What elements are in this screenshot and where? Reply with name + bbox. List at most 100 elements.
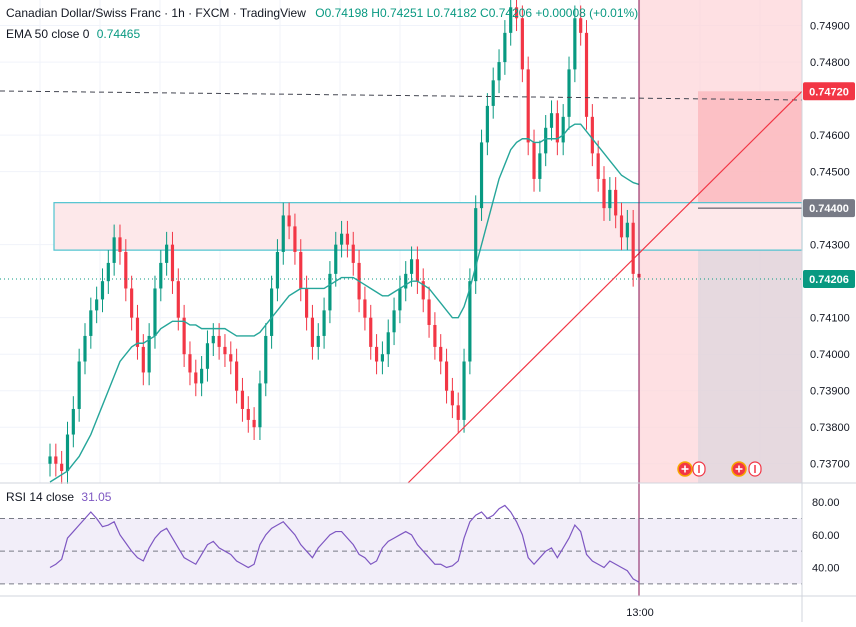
entry-zone[interactable] <box>698 208 802 484</box>
trend-line[interactable] <box>407 90 803 484</box>
candle-body[interactable] <box>392 310 396 333</box>
candle-body[interactable] <box>561 116 565 143</box>
candle-body[interactable] <box>130 288 134 318</box>
candle-body[interactable] <box>555 113 559 143</box>
candle-body[interactable] <box>386 332 390 355</box>
candle-body[interactable] <box>71 408 75 435</box>
candle-body[interactable] <box>229 354 233 362</box>
candle-body[interactable] <box>433 324 437 347</box>
candle-body[interactable] <box>270 288 274 336</box>
candle-body[interactable] <box>339 233 344 245</box>
candle-body[interactable] <box>497 62 501 81</box>
candle-body[interactable] <box>200 368 204 384</box>
overlay-lines[interactable] <box>0 0 803 596</box>
candle-body[interactable] <box>54 456 58 464</box>
candle-body[interactable] <box>334 244 338 274</box>
candle-body[interactable] <box>316 335 320 347</box>
trade-icons[interactable] <box>677 461 762 477</box>
candle-body[interactable] <box>95 299 99 311</box>
candle-body[interactable] <box>345 233 350 245</box>
candle-body[interactable] <box>421 281 425 300</box>
candle-body[interactable] <box>427 299 431 325</box>
rsi-pane[interactable]: 80.00 60.00 40.00 <box>0 497 840 585</box>
candle-body[interactable] <box>310 317 315 347</box>
candle-body[interactable] <box>275 251 280 289</box>
candle-body[interactable] <box>479 142 484 209</box>
candle-body[interactable] <box>409 259 414 274</box>
candle-body[interactable] <box>118 237 122 252</box>
price-tag[interactable] <box>803 269 855 288</box>
candle-body[interactable] <box>398 288 402 311</box>
price-axis[interactable]: 0.74900 0.74800 0.74600 0.74500 0.74300 0.741… <box>803 21 855 471</box>
candle-body[interactable] <box>182 317 186 355</box>
candle-body[interactable] <box>380 354 384 362</box>
candle-body[interactable] <box>328 273 332 311</box>
rsi-legend[interactable]: RSI 14 close 31.05 <box>6 490 111 504</box>
candle-body[interactable] <box>549 113 554 128</box>
candle-body[interactable] <box>363 299 367 318</box>
candle-body[interactable] <box>602 178 606 209</box>
candle-body[interactable] <box>532 142 536 179</box>
candle-body[interactable] <box>538 153 542 179</box>
candle-body[interactable] <box>573 18 577 70</box>
candle-body[interactable] <box>474 208 478 282</box>
candle-body[interactable] <box>404 273 408 289</box>
candle-body[interactable] <box>351 244 355 263</box>
candle-body[interactable] <box>590 116 594 154</box>
candle-body[interactable] <box>89 310 93 336</box>
candle-body[interactable] <box>100 281 105 300</box>
ema-legend[interactable]: EMA 50 close 0 0.74465 <box>6 27 140 41</box>
candles[interactable] <box>48 0 641 484</box>
candle-body[interactable] <box>194 372 198 384</box>
candle-body[interactable] <box>374 346 379 362</box>
candle-body[interactable] <box>456 405 460 420</box>
plus-circle-icon[interactable] <box>731 461 747 477</box>
candle-body[interactable] <box>205 343 210 369</box>
candle-body[interactable] <box>281 215 285 252</box>
candle-body[interactable] <box>60 463 64 472</box>
candle-body[interactable] <box>165 244 169 263</box>
candle-body[interactable] <box>415 259 419 282</box>
candle-body[interactable] <box>287 215 291 227</box>
candle-body[interactable] <box>322 310 326 336</box>
candle-body[interactable] <box>567 69 571 117</box>
candle-body[interactable] <box>258 383 262 428</box>
candle-body[interactable] <box>235 361 239 391</box>
rsi-line[interactable] <box>49 504 640 583</box>
candle-body[interactable] <box>491 80 495 106</box>
price-tag[interactable] <box>803 199 855 218</box>
candle-body[interactable] <box>124 251 128 289</box>
candle-body[interactable] <box>509 7 513 33</box>
plus-circle-icon[interactable] <box>677 461 693 477</box>
candle-body[interactable] <box>159 262 163 289</box>
candle-body[interactable] <box>141 346 145 373</box>
candle-body[interactable] <box>217 335 221 347</box>
candle-body[interactable] <box>444 361 449 391</box>
candle-body[interactable] <box>439 346 443 362</box>
candle-body[interactable] <box>369 317 373 347</box>
candle-body[interactable] <box>614 189 618 216</box>
drawing-zones[interactable] <box>53 0 803 484</box>
candle-body[interactable] <box>264 335 268 384</box>
candle-body[interactable] <box>514 7 519 19</box>
candle-body[interactable] <box>450 390 454 406</box>
candle-body[interactable] <box>83 335 87 362</box>
arrow-bar-icon[interactable] <box>692 461 706 477</box>
candle-body[interactable] <box>246 408 250 420</box>
symbol-title[interactable]: Canadian Dollar/Swiss Franc · 1h · FXCM … <box>6 6 306 20</box>
dashed-resistance-line[interactable] <box>0 90 803 101</box>
candle-body[interactable] <box>631 222 635 274</box>
candle-body[interactable] <box>293 226 297 252</box>
candle-body[interactable] <box>608 189 612 209</box>
ema-line[interactable] <box>49 123 640 483</box>
candle-body[interactable] <box>211 335 215 344</box>
candle-body[interactable] <box>112 237 116 263</box>
candle-body[interactable] <box>77 361 81 409</box>
candle-body[interactable] <box>596 153 600 179</box>
candle-body[interactable] <box>305 288 309 318</box>
arrow-bar-icon[interactable] <box>748 461 762 477</box>
candle-body[interactable] <box>176 281 180 318</box>
candle-body[interactable] <box>485 105 489 143</box>
candle-body[interactable] <box>170 244 175 282</box>
